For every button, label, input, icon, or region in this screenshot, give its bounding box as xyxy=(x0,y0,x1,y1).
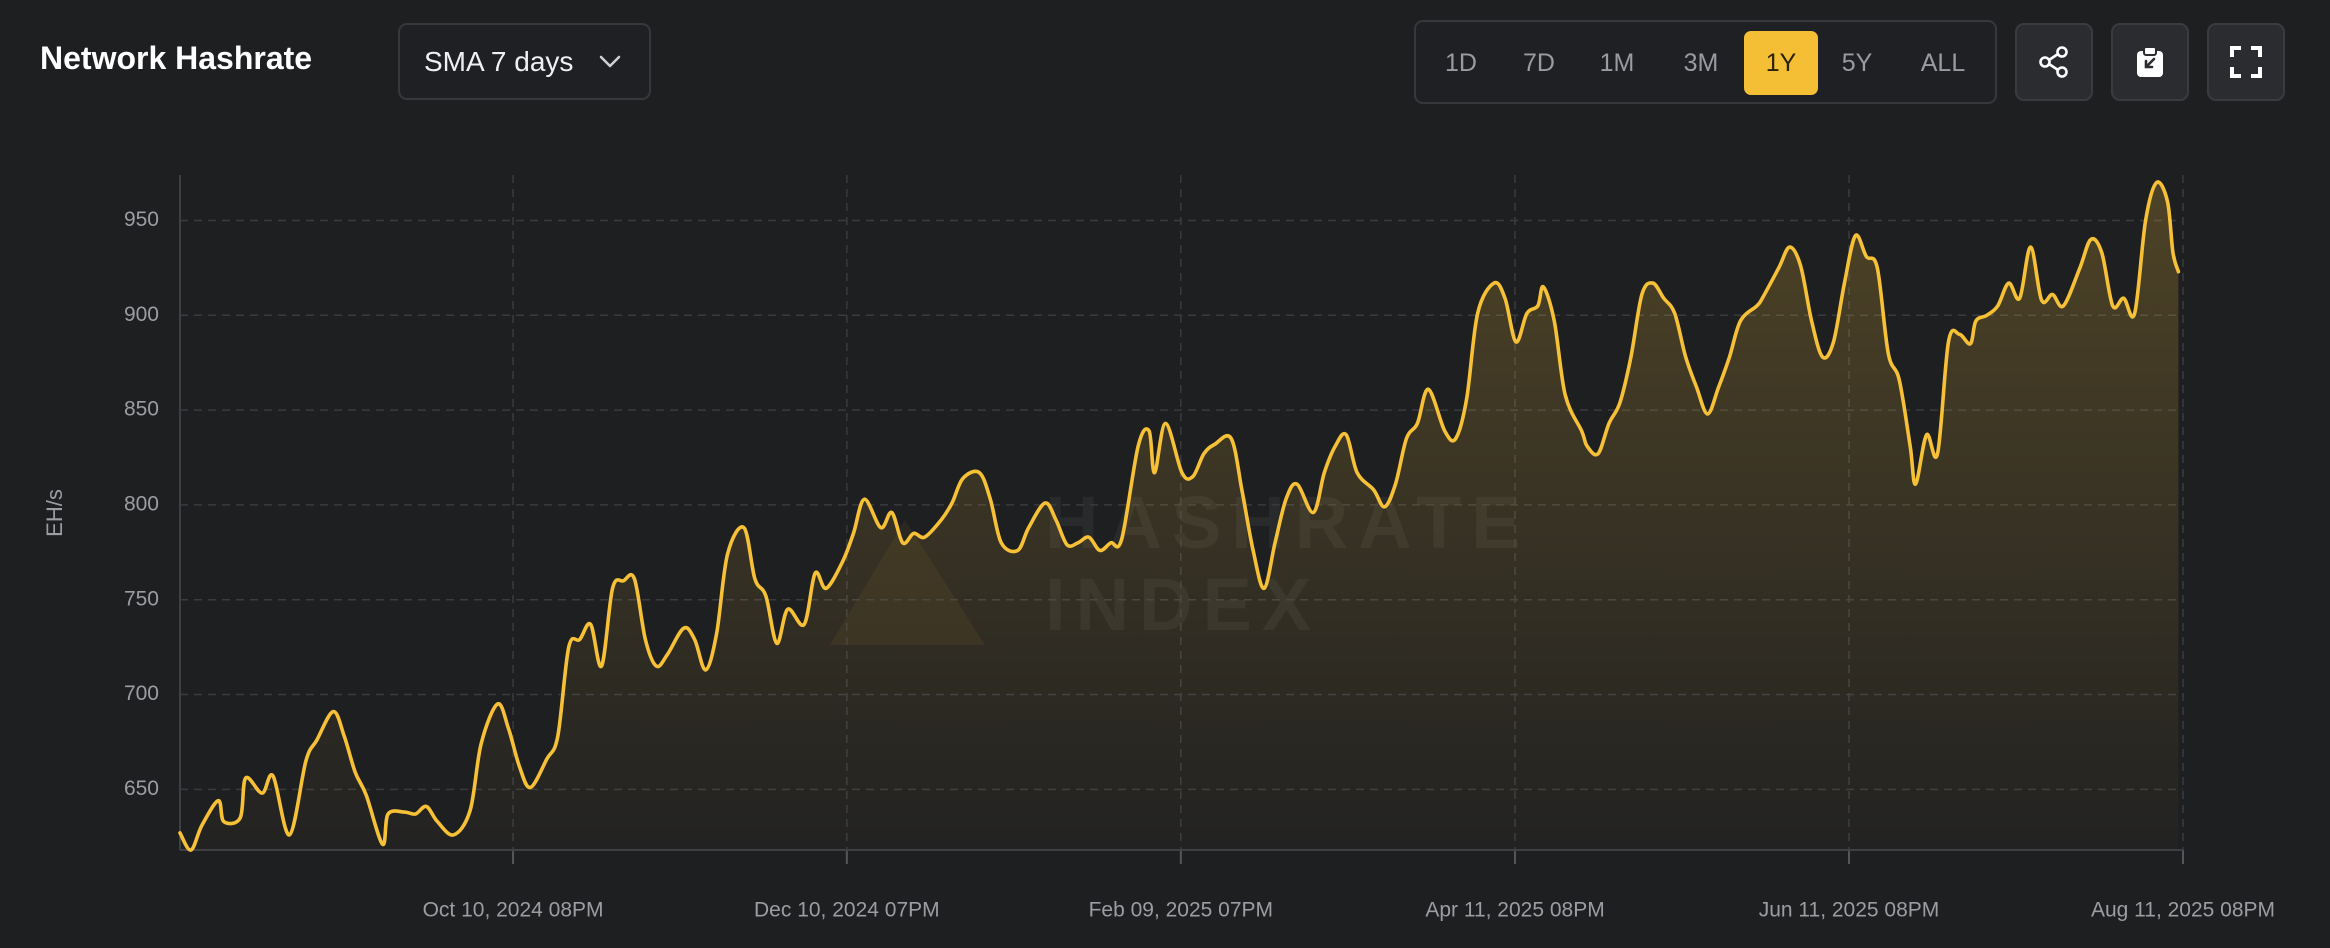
y-tick-label: 800 xyxy=(124,492,159,515)
dropdown-label: SMA 7 days xyxy=(424,45,574,77)
x-tick-label: Aug 11, 2025 08PM xyxy=(2091,899,2275,922)
x-tick-label: Feb 09, 2025 07PM xyxy=(1089,899,1273,922)
y-tick-label: 700 xyxy=(124,682,159,705)
range-button[interactable]: 7D xyxy=(1523,48,1555,77)
y-tick-label: 750 xyxy=(124,587,159,610)
x-tick-label: Jun 11, 2025 08PM xyxy=(1759,899,1940,922)
area xyxy=(180,182,2179,851)
range-button[interactable]: 1M xyxy=(1599,48,1635,77)
fullscreen-icon xyxy=(2230,46,2262,78)
range-button[interactable]: 1D xyxy=(1445,48,1477,77)
share-button[interactable] xyxy=(2015,23,2093,101)
x-tick-label: Dec 10, 2024 07PM xyxy=(754,899,940,922)
x-tick-label: Oct 10, 2024 08PM xyxy=(423,899,604,922)
page-title: Network Hashrate xyxy=(40,40,313,76)
range-button[interactable]: 3M xyxy=(1683,48,1719,77)
clipboard-button[interactable] xyxy=(2111,23,2189,101)
range-selector: 1D 7D 1M 3M 1Y 5Y ALL xyxy=(1414,20,1997,104)
y-tick-label: 950 xyxy=(124,208,159,231)
y-axis-label: EH/s xyxy=(42,489,67,537)
watermark xyxy=(830,520,985,645)
range-button[interactable]: 5Y xyxy=(1841,48,1873,77)
clipboard-icon xyxy=(2137,46,2163,77)
share-icon xyxy=(2039,46,2068,78)
range-button[interactable]: 1Y xyxy=(1744,31,1818,95)
fullscreen-button[interactable] xyxy=(2207,23,2285,101)
sma-dropdown[interactable]: SMA 7 days xyxy=(398,23,651,100)
y-tick-label: 650 xyxy=(124,777,159,800)
x-tick-label: Apr 11, 2025 08PM xyxy=(1425,899,1604,922)
range-button[interactable]: ALL xyxy=(1920,48,1966,77)
chevron-icon xyxy=(599,55,621,68)
y-tick-label: 900 xyxy=(124,303,159,326)
hashrate-line xyxy=(178,180,2181,852)
watermark-text: HASHRATE xyxy=(1045,481,1531,564)
watermark-text: INDEX xyxy=(1045,563,1321,646)
y-tick-label: 850 xyxy=(124,398,159,421)
